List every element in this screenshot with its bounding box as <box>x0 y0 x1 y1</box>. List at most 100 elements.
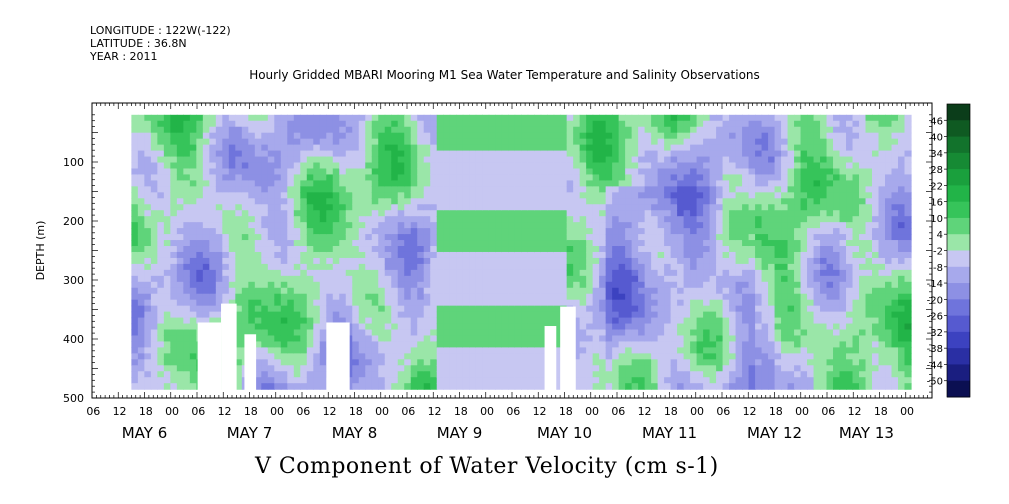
field-cell <box>306 210 314 217</box>
field-cell <box>592 251 600 259</box>
field-cell <box>514 251 522 259</box>
field-cell <box>131 335 139 343</box>
field-cell <box>534 335 542 343</box>
field-cell <box>521 186 529 193</box>
field-cell <box>430 180 438 187</box>
field-cell <box>241 186 249 193</box>
field-cell <box>443 132 451 140</box>
field-cell <box>196 156 204 164</box>
field-cell <box>436 287 444 295</box>
field-cell <box>404 162 412 170</box>
field-cell <box>280 305 288 313</box>
field-cell <box>566 269 574 277</box>
field-cell <box>176 293 184 301</box>
field-cell <box>137 138 145 146</box>
field-cell <box>534 132 542 140</box>
field-cell <box>397 174 405 181</box>
field-cell <box>358 269 366 277</box>
field-cell <box>462 168 470 176</box>
field-cell <box>527 317 535 325</box>
field-cell <box>254 371 262 378</box>
field-cell <box>540 132 548 140</box>
field-cell <box>534 168 542 176</box>
field-cell <box>755 222 763 229</box>
field-cell <box>729 216 737 223</box>
field-cell <box>326 216 334 223</box>
field-cell <box>540 198 548 205</box>
field-cell <box>768 365 776 372</box>
field-cell <box>137 144 145 152</box>
field-cell <box>534 126 542 134</box>
field-cell <box>690 311 698 319</box>
field-cell <box>820 246 828 253</box>
field-cell <box>209 222 217 229</box>
field-cell <box>469 353 477 360</box>
field-cell <box>397 263 405 271</box>
field-cell <box>722 281 730 289</box>
field-cell <box>709 329 717 337</box>
field-cell <box>781 341 789 348</box>
field-cell <box>228 198 236 205</box>
field-cell <box>215 132 223 140</box>
field-cell <box>176 305 184 313</box>
field-cell <box>241 132 249 140</box>
field-cell <box>137 281 145 289</box>
field-cell <box>768 204 776 211</box>
field-cell <box>755 126 763 134</box>
field-cell <box>748 168 756 176</box>
field-cell <box>826 305 834 313</box>
field-cell <box>521 216 529 223</box>
field-cell <box>215 198 223 205</box>
field-cell <box>599 341 607 348</box>
field-cell <box>189 329 197 337</box>
field-cell <box>787 269 795 277</box>
field-cell <box>423 329 431 337</box>
field-cell <box>709 162 717 170</box>
field-cell <box>384 299 392 307</box>
field-cell <box>612 287 620 295</box>
field-cell <box>469 269 477 277</box>
field-cell <box>547 162 555 170</box>
field-cell <box>313 275 321 283</box>
field-cell <box>332 162 340 170</box>
field-cell <box>729 174 737 181</box>
field-cell <box>618 305 626 313</box>
field-cell <box>553 120 561 128</box>
field-cell <box>508 150 516 158</box>
field-cell <box>319 132 327 140</box>
field-cell <box>729 371 737 378</box>
field-cell <box>189 240 197 247</box>
field-cell <box>625 132 633 140</box>
field-cell <box>131 305 139 313</box>
field-cell <box>137 317 145 325</box>
field-cell <box>612 383 620 390</box>
field-cell <box>592 383 600 390</box>
field-cell <box>222 293 230 301</box>
field-cell <box>436 347 444 354</box>
field-cell <box>352 287 360 295</box>
field-cell <box>807 222 815 229</box>
field-cell <box>137 377 145 384</box>
field-cell <box>761 234 769 241</box>
field-cell <box>748 228 756 235</box>
field-cell <box>755 317 763 325</box>
field-cell <box>261 204 269 211</box>
field-cell <box>482 186 490 193</box>
field-cell <box>293 353 301 360</box>
field-cell <box>618 341 626 348</box>
field-cell <box>443 257 451 265</box>
field-cell <box>261 323 269 331</box>
field-cell <box>657 305 665 313</box>
field-cell <box>280 168 288 176</box>
field-cell <box>469 257 477 265</box>
field-cell <box>761 204 769 211</box>
field-cell <box>800 246 808 253</box>
field-cell <box>397 186 405 193</box>
field-cell <box>696 192 704 199</box>
field-cell <box>592 341 600 348</box>
field-cell <box>768 186 776 193</box>
field-cell <box>196 162 204 170</box>
field-cell <box>612 168 620 176</box>
field-cell <box>514 138 522 146</box>
field-cell <box>397 365 405 372</box>
